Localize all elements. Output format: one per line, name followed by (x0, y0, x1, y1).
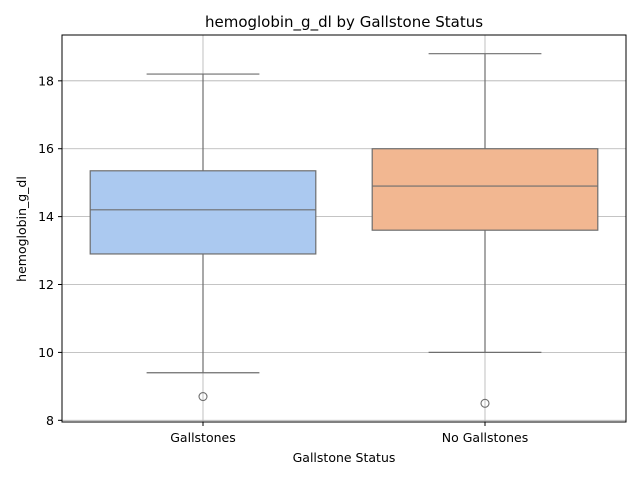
plot-frame (61, 34, 627, 423)
y-tick-label: 10 (38, 345, 54, 360)
outlier-point (198, 391, 208, 402)
y-tick-label: 18 (38, 73, 54, 88)
y-tick-label: 12 (38, 277, 54, 292)
outlier-point (480, 398, 490, 408)
box-group (371, 53, 599, 408)
x-tick-label: Gallstones (170, 430, 235, 445)
x-tick-label: No Gallstones (442, 430, 528, 445)
y-tick-label: 8 (46, 413, 54, 428)
y-tick-label: 16 (38, 141, 54, 156)
y-axis-label: hemoglobin_g_dl (14, 176, 29, 282)
box-iqr (371, 148, 599, 231)
box-layer (89, 53, 599, 408)
y-tick-label: 14 (38, 209, 54, 224)
x-axis-label: Gallstone Status (293, 450, 396, 465)
chart-title: hemoglobin_g_dl by Gallstone Status (205, 13, 483, 32)
box-iqr (89, 170, 317, 255)
tick-layer: 8 10 12 14 16 18 Gallstones No Gallstones (38, 73, 528, 445)
box-group (89, 73, 317, 402)
